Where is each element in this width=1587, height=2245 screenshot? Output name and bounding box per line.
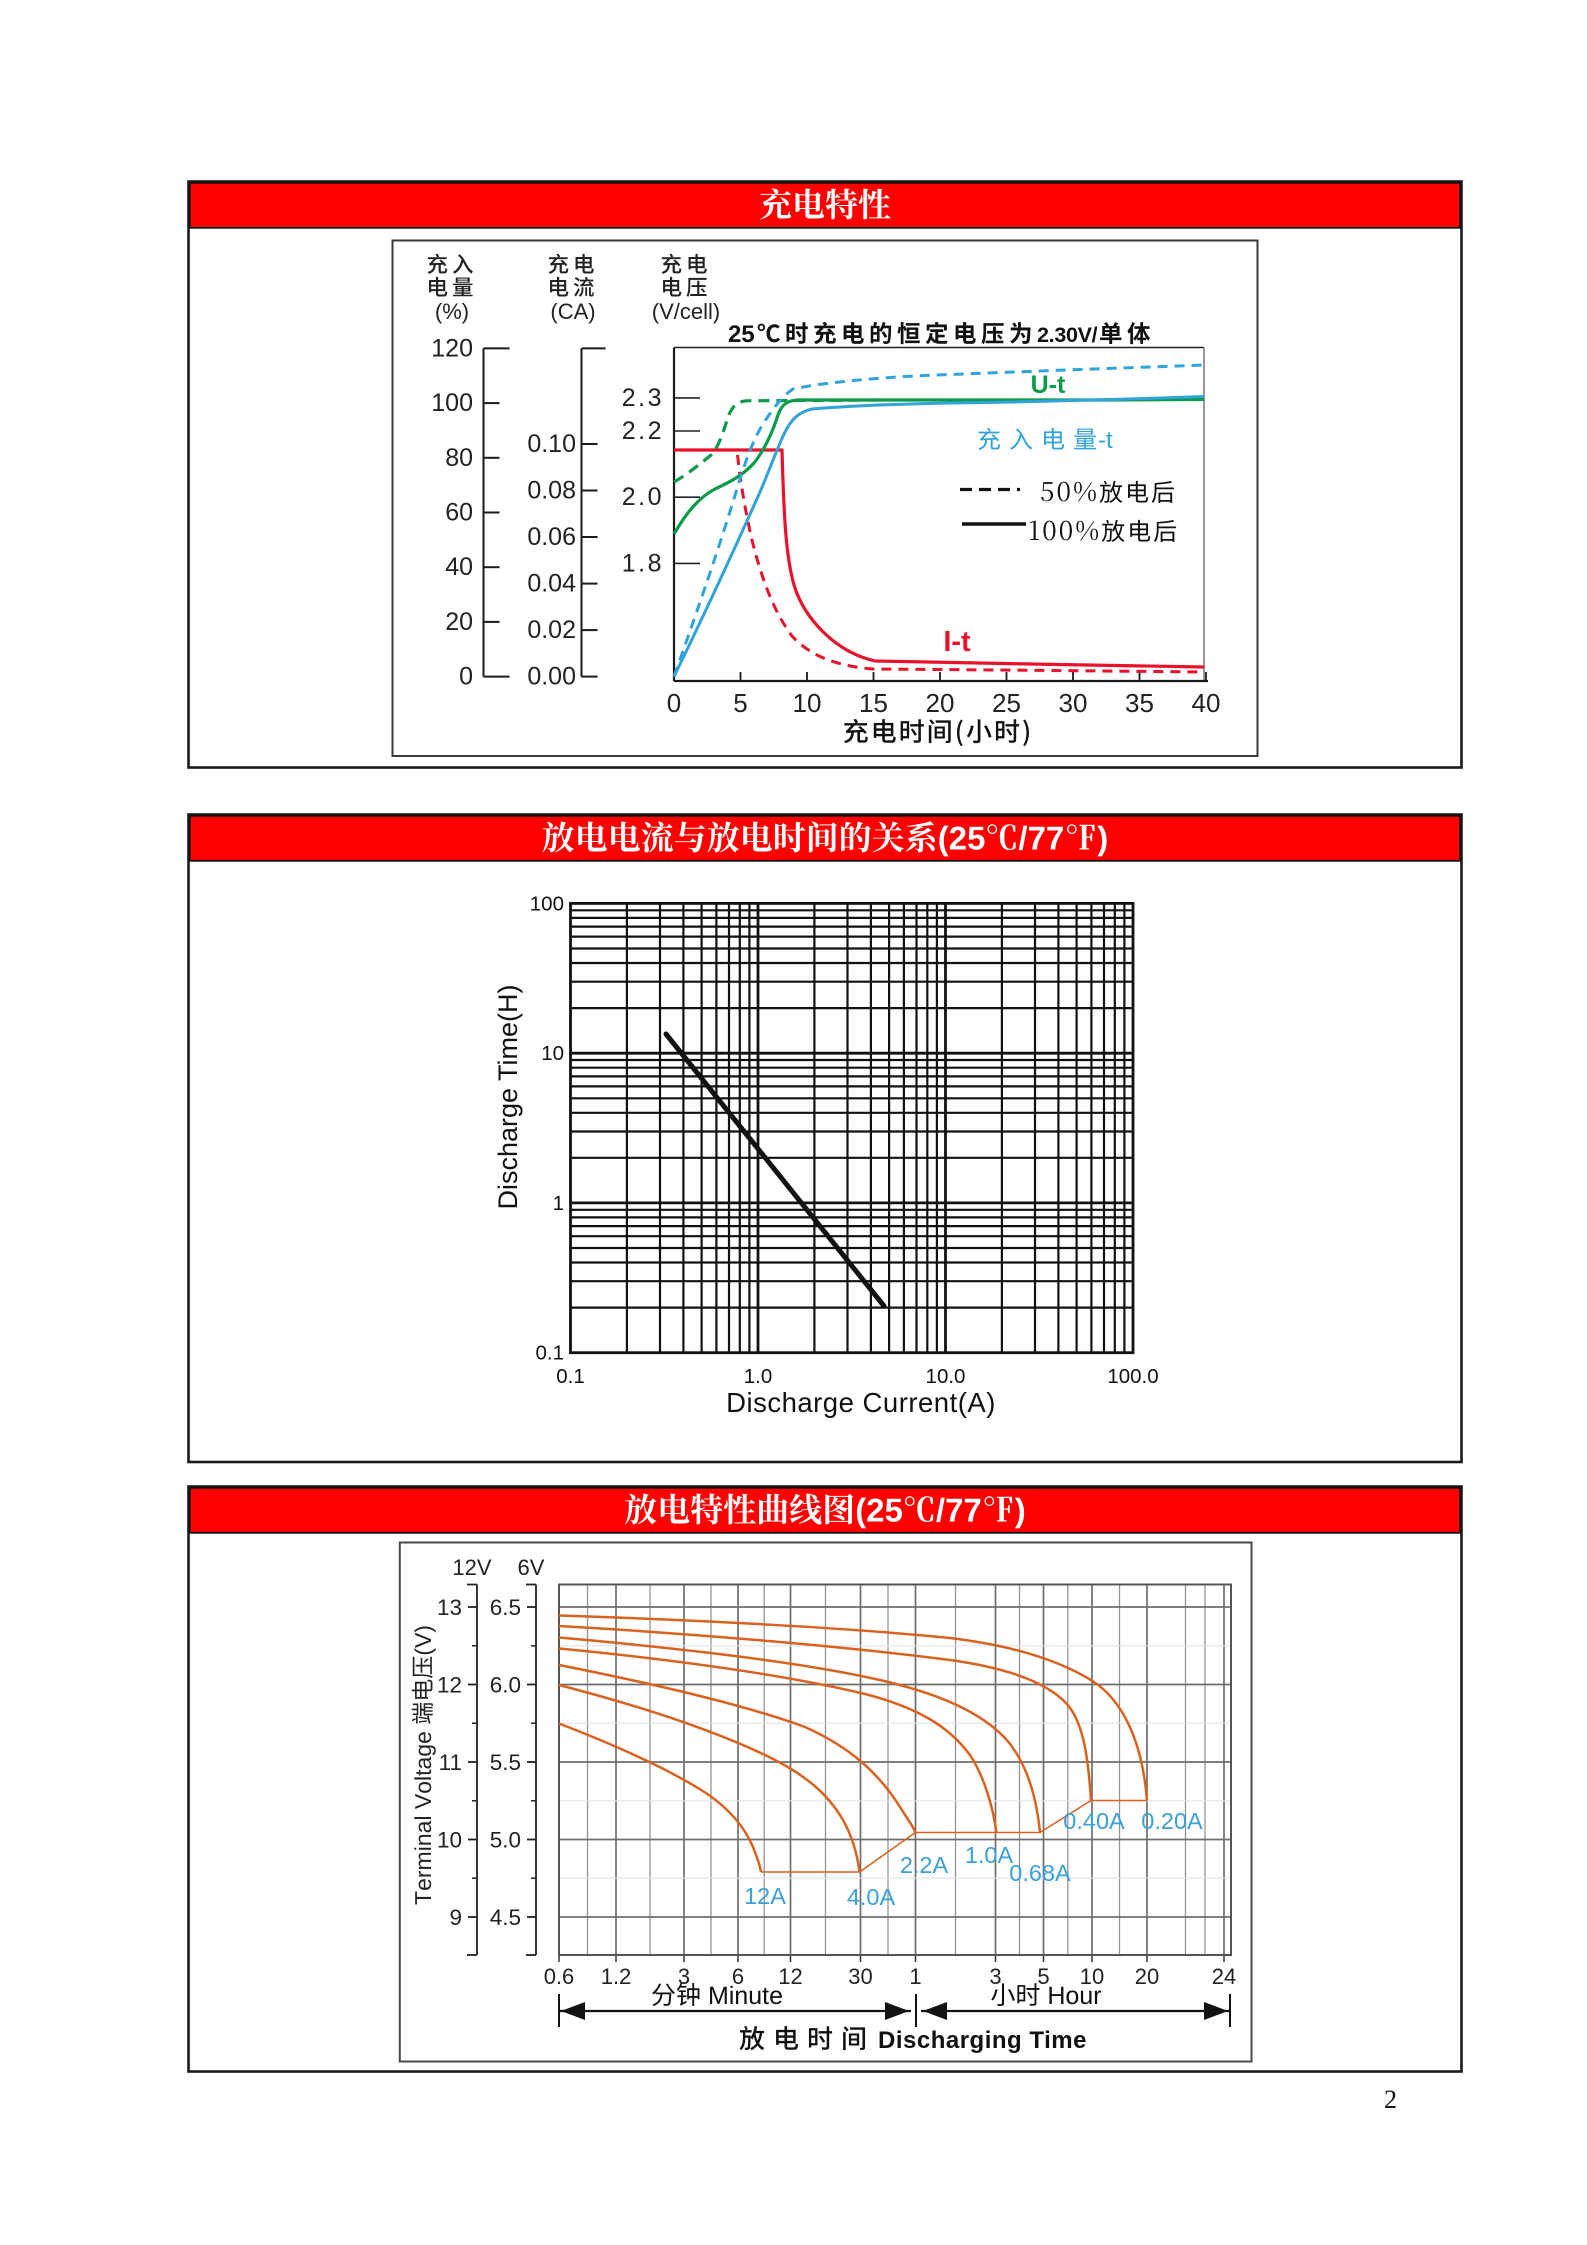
svg-text:0.6: 0.6	[544, 1964, 575, 1989]
svg-text:4.5: 4.5	[490, 1905, 521, 1930]
svg-text:Discharge Current(A): Discharge Current(A)	[726, 1387, 996, 1418]
svg-text:6: 6	[732, 1964, 744, 1989]
svg-text:3: 3	[678, 1964, 690, 1989]
svg-text:24: 24	[1212, 1964, 1236, 1989]
svg-text:9: 9	[449, 1905, 462, 1930]
svg-text:20: 20	[1135, 1964, 1159, 1989]
svg-text:1.0A: 1.0A	[965, 1842, 1014, 1868]
svg-text:2.2: 2.2	[622, 417, 664, 445]
svg-text:1: 1	[909, 1964, 921, 1989]
svg-text:5.5: 5.5	[490, 1750, 521, 1775]
svg-text:0: 0	[459, 663, 473, 691]
svg-text:100: 100	[431, 389, 473, 417]
svg-text:30: 30	[848, 1964, 872, 1989]
svg-text:0: 0	[667, 688, 681, 718]
svg-text:0.04: 0.04	[527, 570, 576, 598]
svg-text:5.0: 5.0	[490, 1828, 521, 1853]
svg-text:120: 120	[431, 334, 473, 362]
svg-text:2.3: 2.3	[622, 384, 664, 412]
svg-text:0.40A: 0.40A	[1063, 1808, 1125, 1834]
svg-text:5: 5	[733, 688, 747, 718]
svg-text:6.5: 6.5	[490, 1595, 521, 1620]
svg-text:100.0: 100.0	[1107, 1365, 1158, 1388]
svg-text:20: 20	[445, 608, 473, 636]
svg-text:20: 20	[926, 688, 955, 718]
svg-text:11: 11	[439, 1750, 462, 1775]
svg-text:0.10: 0.10	[527, 430, 576, 458]
svg-text:60: 60	[445, 499, 473, 527]
svg-text:10.0: 10.0	[926, 1365, 966, 1388]
svg-text:10: 10	[793, 688, 822, 718]
svg-text:25: 25	[992, 688, 1021, 718]
svg-text:(%): (%)	[435, 299, 469, 324]
svg-text:3: 3	[989, 1964, 1001, 1989]
svg-text:2: 2	[1384, 2085, 1397, 2114]
svg-text:Discharge Time(H): Discharge Time(H)	[493, 984, 523, 1209]
svg-text:I-t: I-t	[943, 626, 971, 658]
svg-text:10: 10	[1080, 1964, 1104, 1989]
svg-text:1: 1	[553, 1192, 564, 1215]
svg-text:2.30V/: 2.30V/	[1037, 323, 1098, 347]
svg-text:6.0: 6.0	[490, 1673, 521, 1698]
svg-text:30: 30	[1059, 688, 1088, 718]
svg-text:0.1: 0.1	[536, 1342, 565, 1365]
svg-text:0.00: 0.00	[527, 663, 576, 691]
svg-text:4.0A: 4.0A	[847, 1884, 896, 1910]
svg-text:10: 10	[541, 1042, 564, 1065]
svg-text:6V: 6V	[518, 1555, 545, 1580]
svg-text:0.08: 0.08	[527, 477, 576, 505]
svg-text:1.0: 1.0	[744, 1365, 773, 1388]
svg-text:5: 5	[1037, 1964, 1049, 1989]
svg-text:0.06: 0.06	[527, 523, 576, 551]
svg-text:0.20A: 0.20A	[1141, 1808, 1203, 1834]
svg-text:1.2: 1.2	[601, 1964, 632, 1989]
svg-text:(V/cell): (V/cell)	[652, 299, 720, 324]
svg-text:0.02: 0.02	[527, 616, 576, 644]
svg-text:U-t: U-t	[1031, 371, 1066, 399]
svg-text:40: 40	[1192, 688, 1221, 718]
svg-text:2.0: 2.0	[622, 483, 664, 511]
svg-text:35: 35	[1125, 688, 1154, 718]
svg-text:12V: 12V	[452, 1555, 491, 1580]
svg-text:0.68A: 0.68A	[1009, 1860, 1071, 1886]
svg-text:12: 12	[778, 1964, 802, 1989]
svg-text:80: 80	[445, 444, 473, 472]
svg-text:100: 100	[530, 892, 564, 915]
svg-text:12A: 12A	[744, 1883, 786, 1909]
svg-text:10: 10	[437, 1828, 462, 1853]
svg-text:-t: -t	[1098, 427, 1113, 454]
svg-text:15: 15	[859, 688, 888, 718]
svg-text:Discharging Time: Discharging Time	[878, 2027, 1087, 2054]
svg-text:(CA): (CA)	[550, 299, 595, 324]
svg-text:0.1: 0.1	[556, 1365, 585, 1388]
svg-text:12: 12	[437, 1673, 462, 1698]
svg-text:13: 13	[437, 1595, 462, 1620]
svg-text:40: 40	[445, 553, 473, 581]
svg-text:2.2A: 2.2A	[900, 1852, 949, 1878]
svg-text:1.8: 1.8	[622, 549, 664, 577]
